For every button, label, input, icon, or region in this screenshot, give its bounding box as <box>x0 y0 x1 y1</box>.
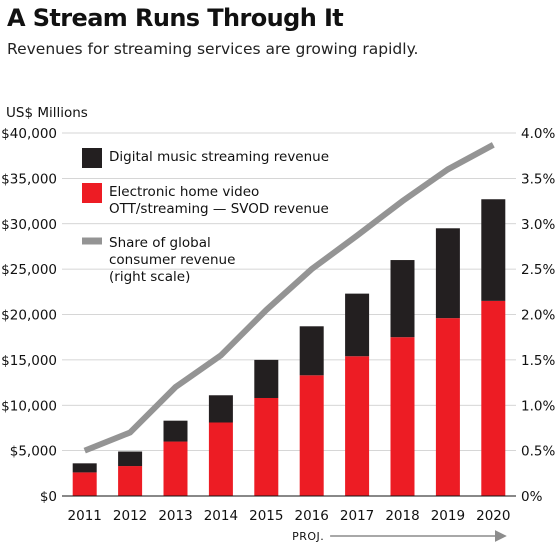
chart-title: A Stream Runs Through It <box>7 4 344 32</box>
bar-music <box>390 260 415 338</box>
x-tick-label: 2013 <box>158 508 192 524</box>
y-tick-label: $20,000 <box>1 308 57 324</box>
y2-tick-label: 0.5% <box>521 444 555 460</box>
bar-music <box>299 326 324 376</box>
x-tick-label: 2015 <box>249 508 283 524</box>
y-tick-label: $35,000 <box>1 171 57 187</box>
y2-tick-label: 1.5% <box>521 353 555 369</box>
legend-swatch-svod <box>82 183 102 203</box>
legend-label-line: consumer revenue <box>109 252 235 268</box>
y2-tick-label: 2.0% <box>521 308 555 324</box>
projection-label: PROJ. <box>292 530 324 543</box>
bars <box>72 199 506 496</box>
legend: Digital music streaming revenue Electroni… <box>82 148 329 285</box>
bar-music <box>208 395 233 423</box>
y-tick-label: $0 <box>40 489 57 505</box>
bar-music <box>254 359 279 398</box>
bar-music <box>345 293 370 357</box>
share-line-path <box>83 142 495 454</box>
legend-label: Share of global consumer revenue (right sc… <box>109 235 235 285</box>
legend-label: Electronic home video OTT/streaming — SVO… <box>109 184 329 217</box>
legend-swatch-music <box>82 148 102 168</box>
x-tick-label: 2018 <box>385 508 419 524</box>
axes: US$ Millions $0 $5,000 $10,000 $15,000 $20,00… <box>1 105 555 543</box>
y-axis-label: US$ Millions <box>6 105 88 121</box>
bar-music <box>163 420 188 442</box>
x-tick-label: 2011 <box>68 508 102 524</box>
bar-music <box>435 228 460 319</box>
legend-label-line: (right scale) <box>109 269 190 285</box>
y-tick-label: $30,000 <box>1 217 57 233</box>
share-line <box>83 142 495 454</box>
y-tick-label: $5,000 <box>10 444 57 460</box>
y-tick-label: $25,000 <box>1 262 57 278</box>
legend-label-line: Share of global <box>109 235 211 251</box>
x-tick-label: 2017 <box>340 508 374 524</box>
x-tick-label: 2019 <box>431 508 465 524</box>
y-tick-label: $40,000 <box>1 126 57 142</box>
bar-svod <box>254 397 279 496</box>
bar-music <box>118 451 143 467</box>
x-tick-label: 2020 <box>476 508 510 524</box>
bar-svod <box>118 466 143 496</box>
y2-tick-label: 1.0% <box>521 398 555 414</box>
y2-tick-label: 0% <box>521 489 543 505</box>
legend-label-line: OTT/streaming — SVOD revenue <box>109 201 329 217</box>
bar-svod <box>163 441 188 496</box>
y2-tick-label: 2.5% <box>521 262 555 278</box>
bar-svod <box>435 318 460 496</box>
legend-label-line: Electronic home video <box>109 184 259 200</box>
bar-music <box>72 463 97 473</box>
bar-svod <box>299 375 324 496</box>
y2-tick-label: 4.0% <box>521 126 555 142</box>
legend-label-line: Digital music streaming revenue <box>109 149 329 165</box>
y2-tick-label: 3.5% <box>521 171 555 187</box>
chart-subtitle: Revenues for streaming services are grow… <box>7 40 419 58</box>
y2-tick-label: 3.0% <box>521 217 555 233</box>
bar-svod <box>345 356 370 496</box>
bar-svod <box>390 337 415 496</box>
bar-music <box>481 199 506 301</box>
y-tick-label: $10,000 <box>1 398 57 414</box>
bar-svod <box>481 300 506 496</box>
bar-svod <box>208 422 233 496</box>
legend-label: Digital music streaming revenue <box>109 149 329 165</box>
x-tick-label: 2012 <box>113 508 147 524</box>
x-tick-label: 2016 <box>295 508 329 524</box>
y-tick-label: $15,000 <box>1 353 57 369</box>
bar-svod <box>72 472 97 496</box>
x-tick-label: 2014 <box>204 508 238 524</box>
